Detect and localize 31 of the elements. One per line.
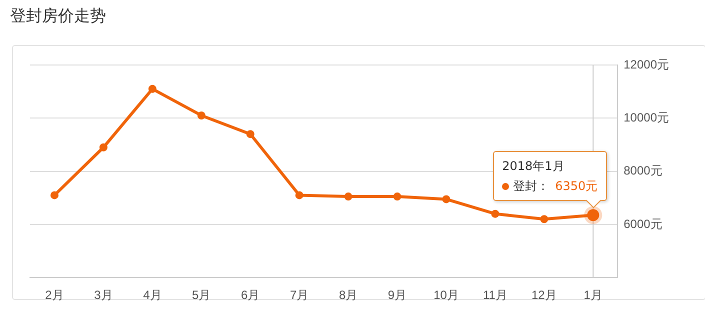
y-tick-label: 6000元 bbox=[624, 216, 662, 231]
x-tick-label: 2月 bbox=[45, 288, 64, 302]
legend-title: 2018年1月 bbox=[502, 159, 564, 174]
x-tick-label: 5月 bbox=[192, 288, 211, 302]
y-tick-label: 8000元 bbox=[624, 164, 662, 178]
point bbox=[246, 130, 254, 138]
x-tick-label: 7月 bbox=[290, 288, 309, 302]
data-label: 6350元 bbox=[555, 179, 598, 194]
point bbox=[393, 192, 402, 201]
x-tick-label: 3月 bbox=[94, 288, 113, 302]
x-tick-label: 1月 bbox=[584, 288, 602, 302]
legend-label: 登封： bbox=[513, 179, 550, 194]
x-tick-label: 9月 bbox=[388, 288, 407, 302]
x-tick-label: 4月 bbox=[143, 288, 162, 302]
x-tick-label: 11月 bbox=[482, 288, 508, 302]
point bbox=[442, 195, 450, 204]
point bbox=[50, 191, 58, 200]
x-tick-label: 6月 bbox=[241, 288, 260, 302]
point bbox=[148, 84, 156, 93]
point bbox=[540, 215, 548, 224]
point bbox=[99, 143, 108, 152]
point bbox=[491, 210, 500, 218]
x-tick-label: 12月 bbox=[531, 288, 557, 302]
y-tick-label: 10000元 bbox=[624, 110, 670, 124]
x-tick-label: 8月 bbox=[338, 288, 358, 302]
chart-title: 登封房价走势 bbox=[10, 6, 106, 27]
point bbox=[344, 192, 352, 201]
point bbox=[295, 191, 304, 200]
x-tick-label: 10月 bbox=[434, 288, 459, 302]
point bbox=[197, 111, 206, 120]
y-tick-label: 12000元 bbox=[624, 57, 670, 72]
